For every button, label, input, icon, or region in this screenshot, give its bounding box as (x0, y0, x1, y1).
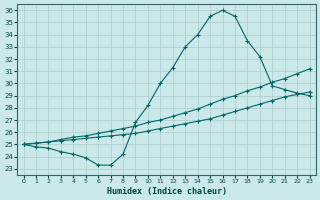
X-axis label: Humidex (Indice chaleur): Humidex (Indice chaleur) (107, 187, 227, 196)
